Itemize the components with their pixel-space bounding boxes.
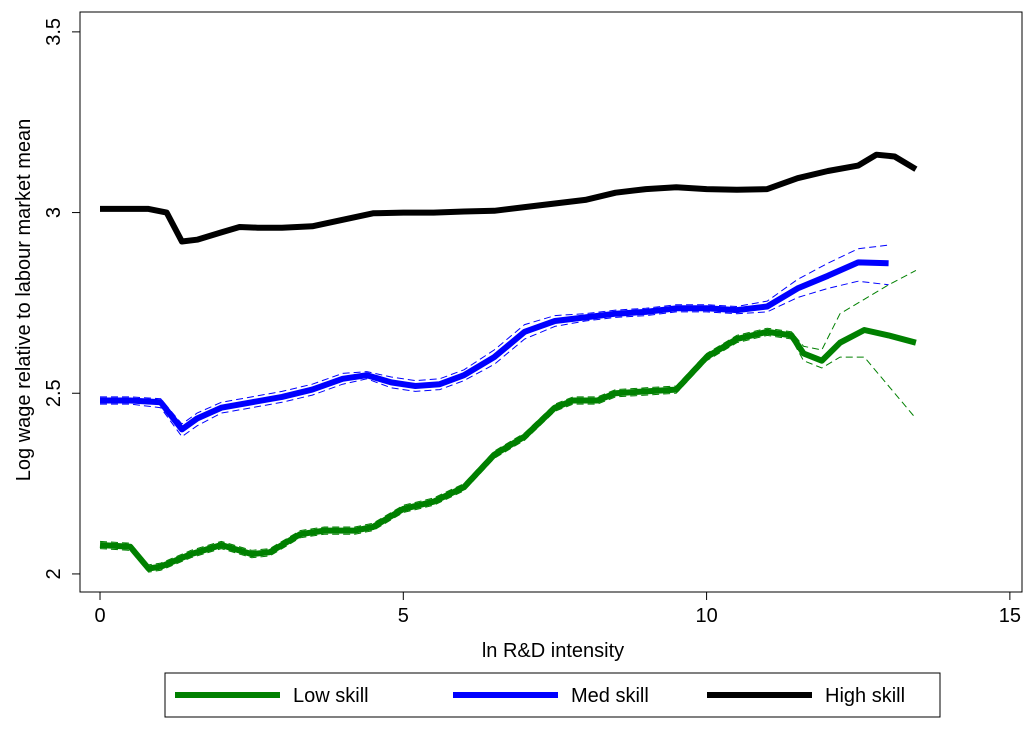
- y-tick-label: 2: [43, 568, 65, 579]
- confidence-band: [100, 280, 889, 438]
- legend-label: Low skill: [293, 685, 369, 707]
- confidence-band: [99, 334, 917, 573]
- x-tick-label: 5: [398, 605, 409, 627]
- legend-label: Med skill: [571, 685, 649, 707]
- legend-label: High skill: [825, 685, 905, 707]
- confidence-band: [100, 244, 889, 425]
- y-tick-label: 2.5: [43, 379, 65, 407]
- x-axis-label: ln R&D intensity: [482, 640, 624, 662]
- y-tick-label: 3: [43, 207, 65, 218]
- confidence-band: [99, 269, 917, 566]
- y-tick-label: 3.5: [43, 18, 65, 46]
- y-axis-label: Log wage relative to labour market mean: [13, 119, 35, 481]
- plot-frame: [79, 11, 1023, 593]
- x-tick-label: 15: [999, 605, 1021, 627]
- series-line: [100, 151, 918, 245]
- series-line: [99, 327, 917, 572]
- x-tick-label: 0: [94, 605, 105, 627]
- series-line: [100, 259, 889, 433]
- x-tick-label: 10: [695, 605, 717, 627]
